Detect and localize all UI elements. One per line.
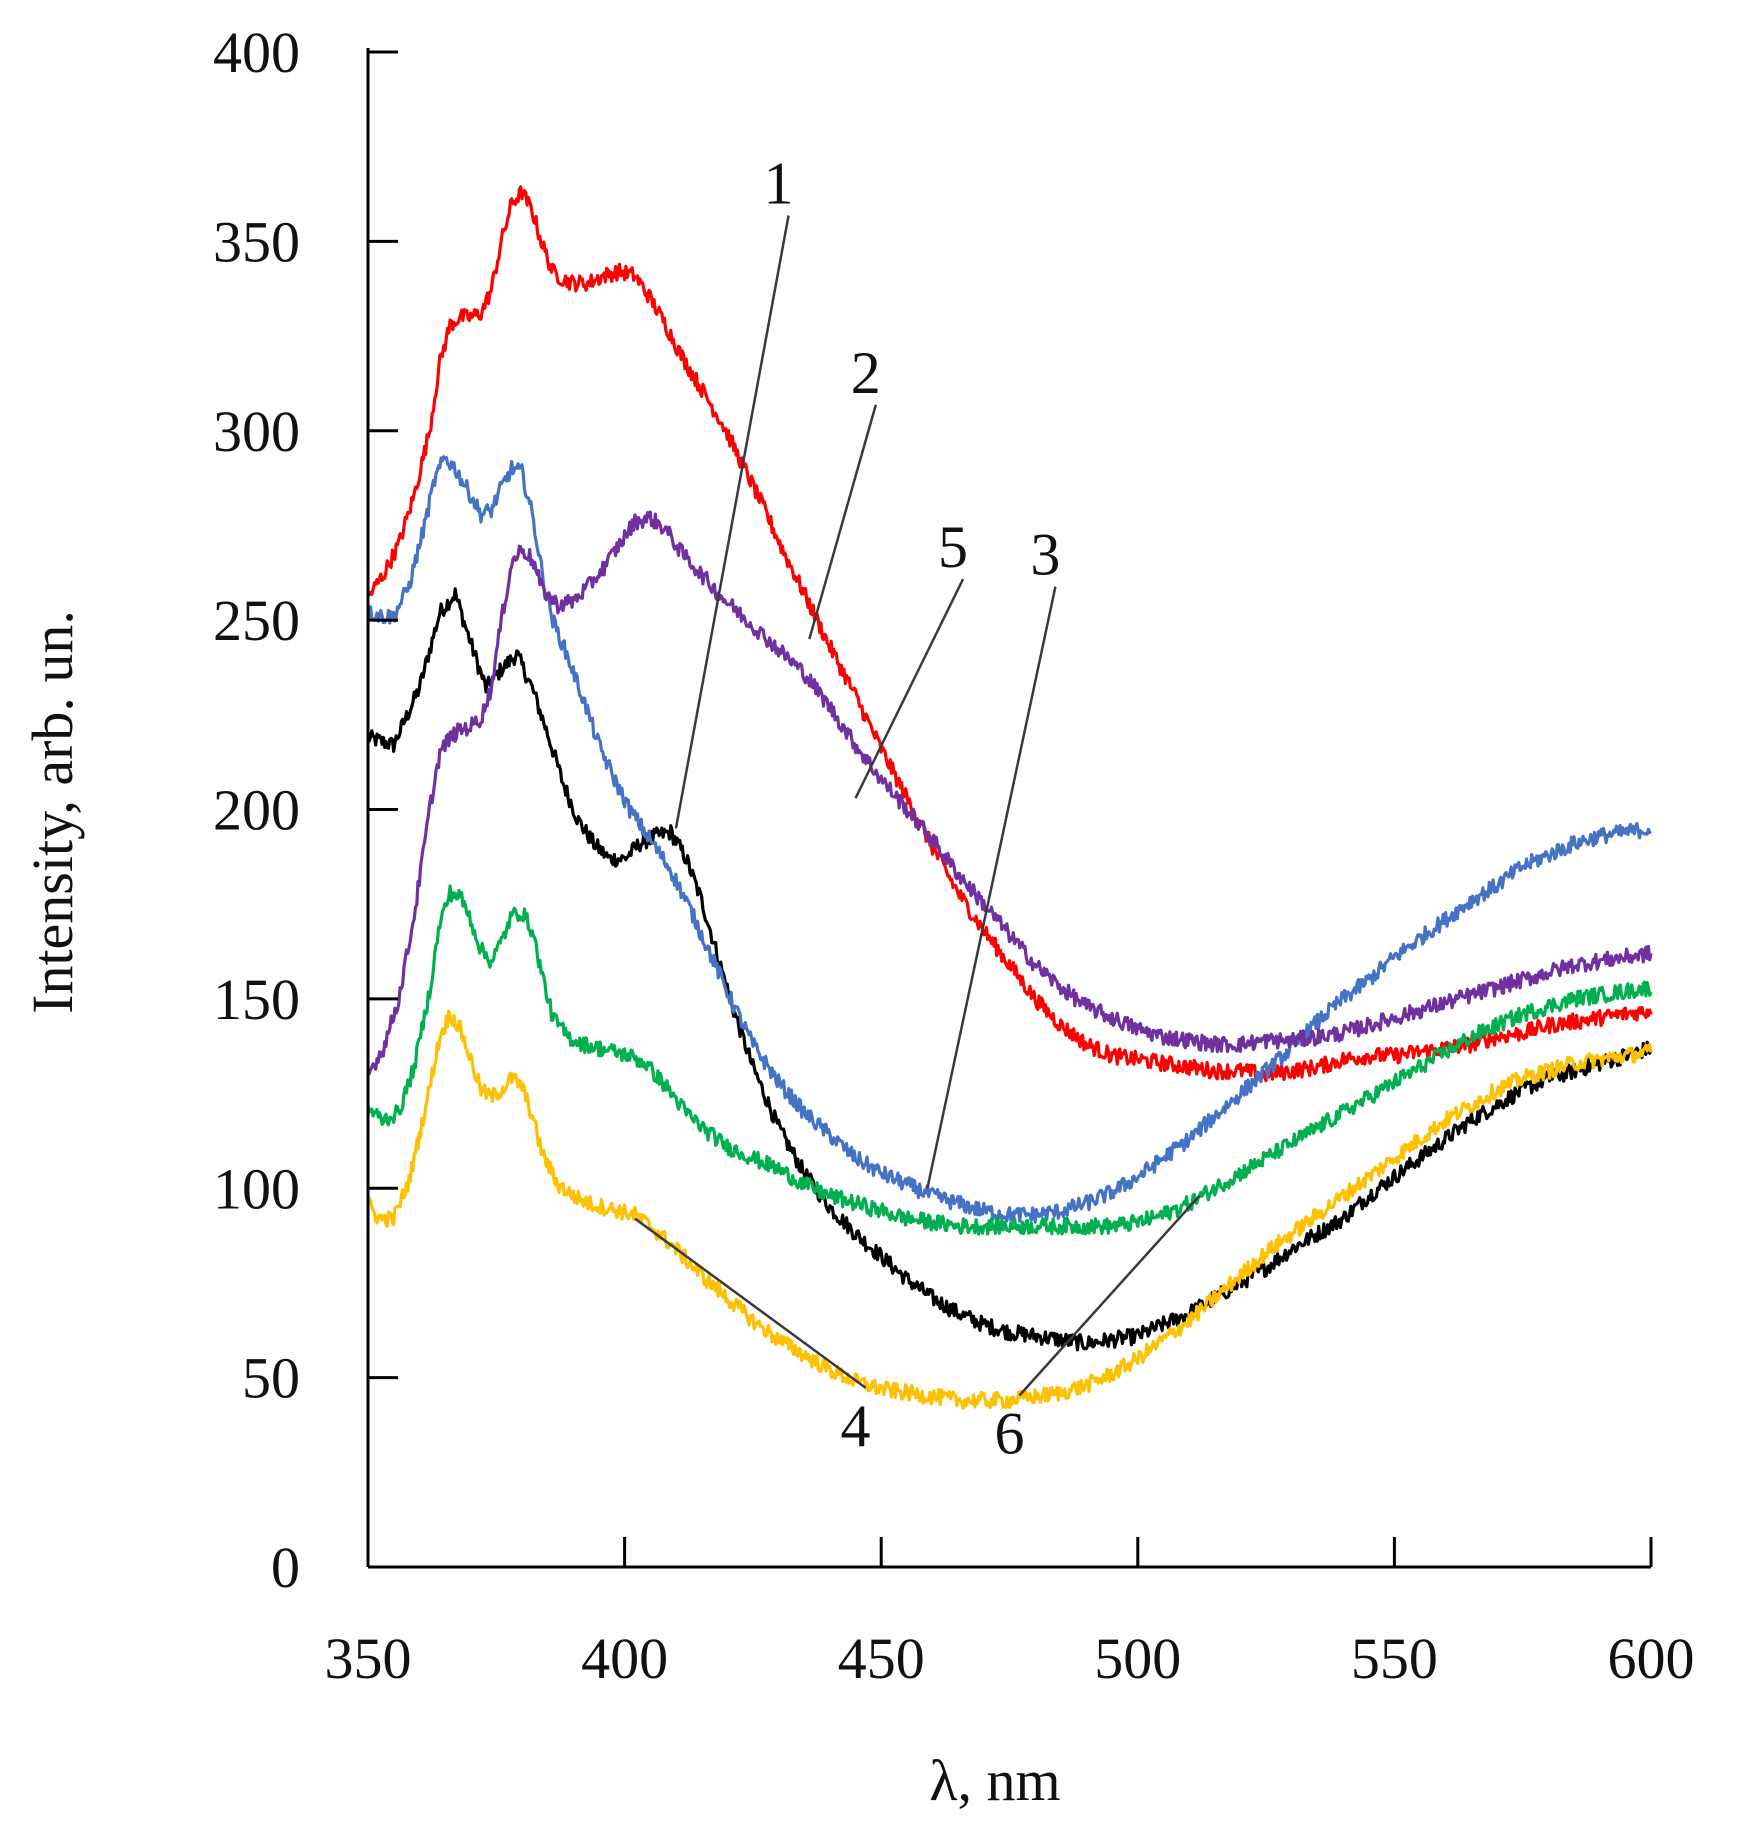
y-tick-label: 200 [213,778,300,843]
y-tick-label: 400 [213,20,300,85]
curve-label-2: 2 [851,340,881,406]
ticks-layer: 0 50 100 150 200 250 300 350 400 350 400 450 500 550 6… [213,20,1695,1691]
x-tick-label: 600 [1608,1626,1695,1691]
series-line-6 [366,884,1653,1236]
curve-leader-line-3 [926,586,1057,1189]
curve-label-4: 4 [841,1393,871,1459]
x-tick-label: 450 [838,1626,925,1691]
x-tick-label: 400 [581,1626,668,1691]
curve-leader-line-5 [854,578,965,799]
y-tick-label: 300 [213,399,300,464]
series-line-1 [366,587,1653,1352]
x-tick-label: 500 [1094,1626,1181,1691]
curve-label-6: 6 [995,1400,1025,1466]
axes-layer [366,48,1651,1569]
annotations-layer: 1 2 5 3 4 6 [634,151,1201,1466]
curve-leader-line-2 [808,404,878,640]
y-axis-title: Intensity, arb. un. [20,610,85,1014]
series-line-3 [366,455,1652,1224]
curve-label-1: 1 [764,151,794,217]
curve-leader-line-1 [674,215,790,829]
series-layer [366,185,1653,1410]
y-tick-label: 100 [213,1156,300,1221]
y-tick-label: 0 [271,1535,300,1600]
series-line-5 [366,510,1653,1076]
curve-leader-line-6 [1018,1194,1201,1397]
x-tick-label: 550 [1351,1626,1438,1691]
y-tick-label: 150 [213,967,300,1032]
x-tick-label: 350 [325,1626,412,1691]
x-axis-title: λ, nm [929,1748,1060,1813]
series-line-2 [366,185,1653,1083]
series-line-4 [366,1009,1653,1410]
curve-leader-line-4 [634,1217,867,1389]
y-tick-label: 250 [213,588,300,653]
y-tick-label: 350 [213,209,300,274]
curve-label-5: 5 [938,514,968,580]
curve-label-3: 3 [1030,522,1060,588]
y-tick-label: 50 [242,1346,300,1411]
